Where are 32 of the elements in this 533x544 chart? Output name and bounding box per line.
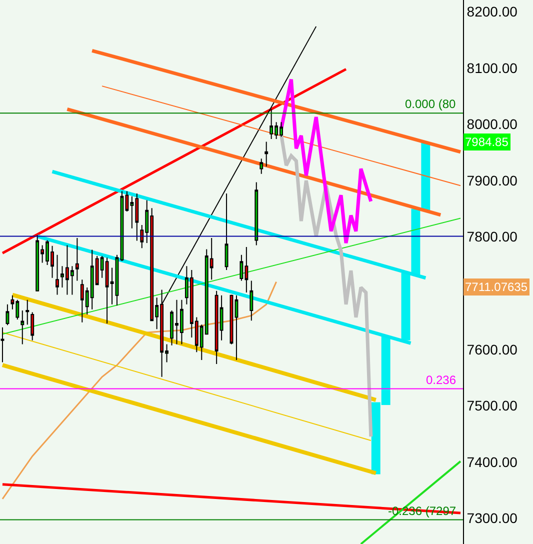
y-tick-label: 7600.00 [466, 341, 518, 358]
candlestick [0, 326, 4, 363]
line-series [280, 133, 373, 438]
candlestick [264, 141, 268, 168]
candlestick [254, 182, 258, 246]
text: 7984.85 [465, 135, 509, 149]
text: 7711.07635 [465, 280, 528, 294]
candlestick [56, 254, 59, 296]
candlestick [115, 254, 119, 306]
y-tick-label: 7300.00 [466, 510, 518, 526]
candlestick [250, 280, 254, 322]
y-tick-label: 8200.00 [466, 4, 518, 20]
y-tick-label: 7800.00 [466, 228, 518, 245]
annotation: 0.000 (80 [405, 97, 456, 111]
line-series [2, 281, 278, 500]
line-series [280, 78, 373, 245]
y-tick-label: 7900.00 [466, 172, 518, 188]
annotation: 0.236 [426, 373, 456, 387]
y-tick-label: 8000.00 [466, 116, 518, 132]
candlestick [234, 294, 238, 361]
candlestick [26, 299, 30, 326]
y-tick-label: 7400.00 [466, 454, 518, 470]
candlestick [20, 310, 24, 345]
candlestick [75, 237, 79, 282]
bar [421, 142, 430, 210]
candlestick [30, 312, 34, 341]
y-tick-label: 7500.00 [466, 398, 518, 414]
candlestick [260, 158, 264, 174]
bar [411, 208, 420, 275]
candlestick [6, 304, 10, 326]
candlestick [224, 193, 228, 271]
y-tick-label: 8100.00 [466, 60, 518, 76]
